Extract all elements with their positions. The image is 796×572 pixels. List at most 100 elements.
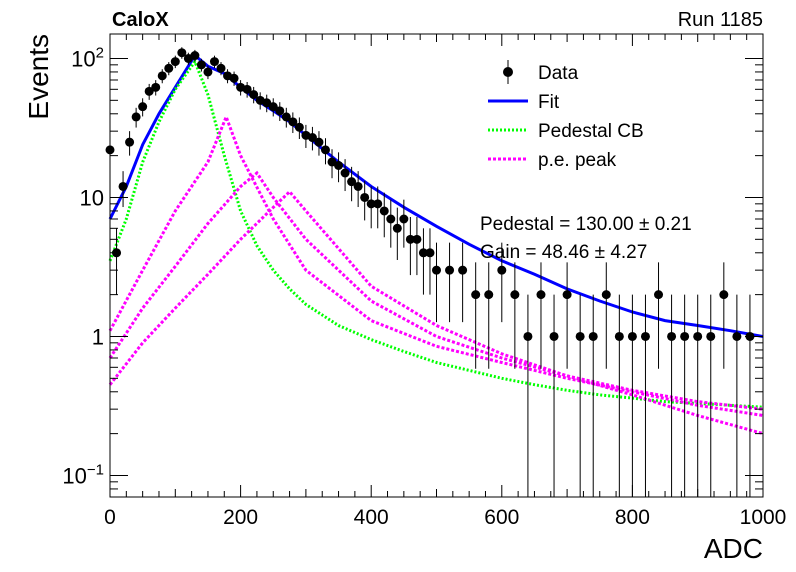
curve-p-e-peak-1 <box>108 112 764 417</box>
data-point <box>405 217 415 276</box>
data-marker <box>614 331 624 341</box>
y-axis-label: Events <box>23 34 54 120</box>
data-marker <box>640 331 650 341</box>
data-point <box>471 262 481 369</box>
data-point <box>320 138 330 165</box>
data-point <box>262 94 272 113</box>
legend-label: Fit <box>538 92 560 113</box>
x-axis-label: ADC <box>704 533 763 564</box>
data-point <box>732 294 742 497</box>
data-point <box>157 69 167 84</box>
data-point <box>347 166 357 202</box>
data-marker <box>405 234 415 244</box>
run-label: Run 1185 <box>678 9 763 31</box>
data-marker <box>575 331 585 341</box>
data-marker <box>170 57 180 67</box>
data-point <box>445 242 455 323</box>
data-point <box>654 262 664 369</box>
y-tick-label: 10−1 <box>62 461 104 488</box>
legend-entry-fit: Fit <box>488 92 560 113</box>
data-point <box>497 242 507 323</box>
data-point <box>314 131 324 156</box>
x-tick-label: 600 <box>484 506 519 529</box>
data-point <box>418 228 428 295</box>
y-tick-label: 10 <box>80 185 104 210</box>
data-marker <box>432 265 441 275</box>
data-point <box>575 294 585 497</box>
data-marker <box>719 290 729 300</box>
data-marker <box>281 112 291 122</box>
data-marker <box>131 112 141 122</box>
data-marker <box>458 265 468 275</box>
x-tick-label: 0 <box>104 506 116 529</box>
data-marker <box>693 331 703 341</box>
data-marker <box>562 290 572 300</box>
data-point <box>667 294 677 497</box>
data-point <box>360 180 370 221</box>
data-marker <box>379 206 389 216</box>
data-point <box>680 294 690 497</box>
data-marker <box>497 265 507 275</box>
data-marker <box>209 57 219 67</box>
data-point <box>353 171 363 208</box>
legend-entry-data: Data <box>503 60 579 84</box>
data-marker <box>307 133 317 143</box>
data-point <box>125 131 135 156</box>
data-point <box>203 65 213 80</box>
data-marker <box>373 199 383 209</box>
data-point <box>164 62 174 76</box>
data-marker <box>177 48 187 58</box>
data-point <box>549 294 559 497</box>
legend-label: Data <box>538 63 579 84</box>
legend: Data Fit Pedestal CB p.e. peak <box>488 60 644 171</box>
data-points-layer <box>105 47 755 497</box>
x-tick-label: 800 <box>615 506 650 529</box>
data-point <box>118 171 128 208</box>
data-marker <box>588 331 598 341</box>
data-point <box>229 71 239 86</box>
data-marker <box>196 60 206 70</box>
data-marker <box>418 248 428 258</box>
data-marker <box>268 102 278 112</box>
data-point <box>373 186 383 229</box>
data-point <box>536 262 546 369</box>
data-marker <box>151 82 161 92</box>
x-tick-label: 400 <box>354 506 389 529</box>
data-marker <box>125 137 135 147</box>
curve-p-e-peak-3 <box>108 189 764 436</box>
data-point <box>601 262 611 369</box>
legend-label: p.e. peak <box>538 150 617 171</box>
data-point <box>425 228 435 295</box>
data-marker <box>144 86 154 96</box>
data-point <box>281 107 291 128</box>
data-point <box>288 112 298 134</box>
data-marker <box>249 90 259 100</box>
data-point <box>268 98 278 117</box>
legend-entry-pedestal-cb: Pedestal CB <box>488 121 644 142</box>
data-point <box>745 294 755 497</box>
legend-label: Pedestal CB <box>538 121 644 142</box>
data-point <box>719 262 729 369</box>
data-point <box>366 186 376 229</box>
data-marker <box>164 63 174 73</box>
data-point <box>249 86 259 104</box>
data-marker <box>536 290 546 300</box>
data-marker <box>654 290 664 300</box>
data-point <box>432 242 441 323</box>
data-point <box>334 152 344 183</box>
data-marker <box>366 199 376 209</box>
data-marker <box>190 51 200 61</box>
data-point <box>151 80 161 96</box>
data-point <box>523 294 533 497</box>
data-point <box>209 55 219 69</box>
data-marker <box>471 290 481 300</box>
data-marker <box>320 145 330 155</box>
data-point <box>484 262 494 369</box>
data-point <box>242 81 252 98</box>
gain-fit-result: Gain = 48.46 ± 4.27 <box>480 242 647 263</box>
data-point <box>588 294 598 497</box>
data-marker <box>484 290 494 300</box>
data-marker <box>392 223 402 233</box>
data-marker <box>425 248 435 258</box>
data-point <box>562 262 572 369</box>
